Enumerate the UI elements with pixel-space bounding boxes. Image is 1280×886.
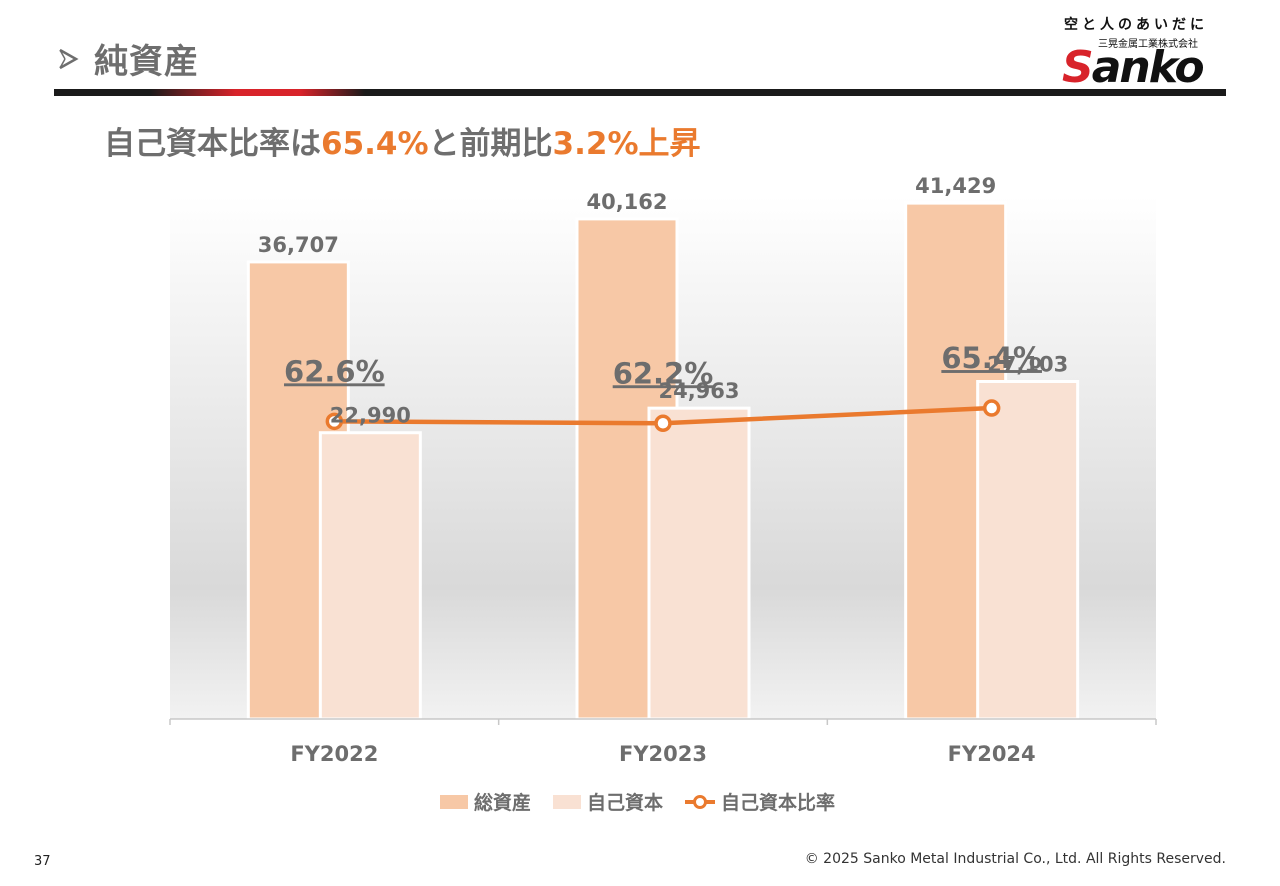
arrow-bullet-icon bbox=[59, 48, 79, 69]
logo-wordmark: Sanko bbox=[1062, 42, 1205, 93]
page-number: 37 bbox=[34, 854, 51, 869]
data-label-total-assets: 36,707 bbox=[258, 233, 339, 257]
point-equity-ratio bbox=[982, 399, 1001, 417]
logo-tagline: 空と人のあいだに bbox=[1064, 17, 1208, 33]
headline: 自己資本比率は65.4%と前期比3.2%上昇 bbox=[104, 126, 701, 162]
headline-ratio-value: 65.4% bbox=[321, 126, 429, 162]
header-title: 純資産 bbox=[56, 34, 199, 83]
data-label-equity: 27,103 bbox=[987, 353, 1068, 377]
x-tick-label: FY2024 bbox=[948, 742, 1036, 766]
headline-change-value: 3.2% bbox=[552, 126, 639, 162]
header-divider bbox=[54, 89, 1226, 96]
legend-swatch-total-assets bbox=[440, 794, 468, 809]
point-equity-ratio bbox=[654, 414, 672, 433]
legend-swatch-equity bbox=[553, 794, 582, 809]
company-logo: 空と人のあいだに 三晃金属工業株式会社 Sanko bbox=[1062, 14, 1228, 90]
data-label-total-assets: 41,429 bbox=[915, 174, 996, 198]
chart-legend: 総資産 自己資本 自己資本比率 bbox=[440, 788, 835, 815]
data-label-equity: 22,990 bbox=[330, 404, 411, 428]
bar-equity bbox=[976, 380, 1080, 721]
copyright: © 2025 Sanko Metal Industrial Co., Ltd. … bbox=[804, 851, 1226, 867]
data-label-equity-ratio: 65.4% bbox=[941, 341, 1042, 375]
legend-line-marker-icon bbox=[685, 794, 716, 809]
legend-item-equity-ratio: 自己資本比率 bbox=[685, 788, 835, 815]
data-label-equity-ratio: 62.2% bbox=[613, 356, 714, 390]
header-divider-accent bbox=[150, 89, 365, 96]
data-label-equity-ratio: 62.6% bbox=[284, 354, 385, 388]
data-label-total-assets: 40,162 bbox=[586, 190, 667, 214]
legend-item-total-assets: 総資産 bbox=[440, 788, 531, 815]
logo-company-name: 三晃金属工業株式会社 bbox=[1098, 39, 1198, 50]
x-tick-label: FY2023 bbox=[619, 742, 707, 766]
bar-equity bbox=[647, 406, 751, 721]
x-tick-label: FY2022 bbox=[290, 742, 378, 766]
bar-equity bbox=[318, 431, 422, 721]
legend-item-equity: 自己資本 bbox=[553, 788, 663, 815]
data-label-equity: 24,963 bbox=[658, 379, 739, 403]
point-equity-ratio bbox=[325, 412, 344, 431]
page-title: 純資産 bbox=[94, 42, 199, 82]
